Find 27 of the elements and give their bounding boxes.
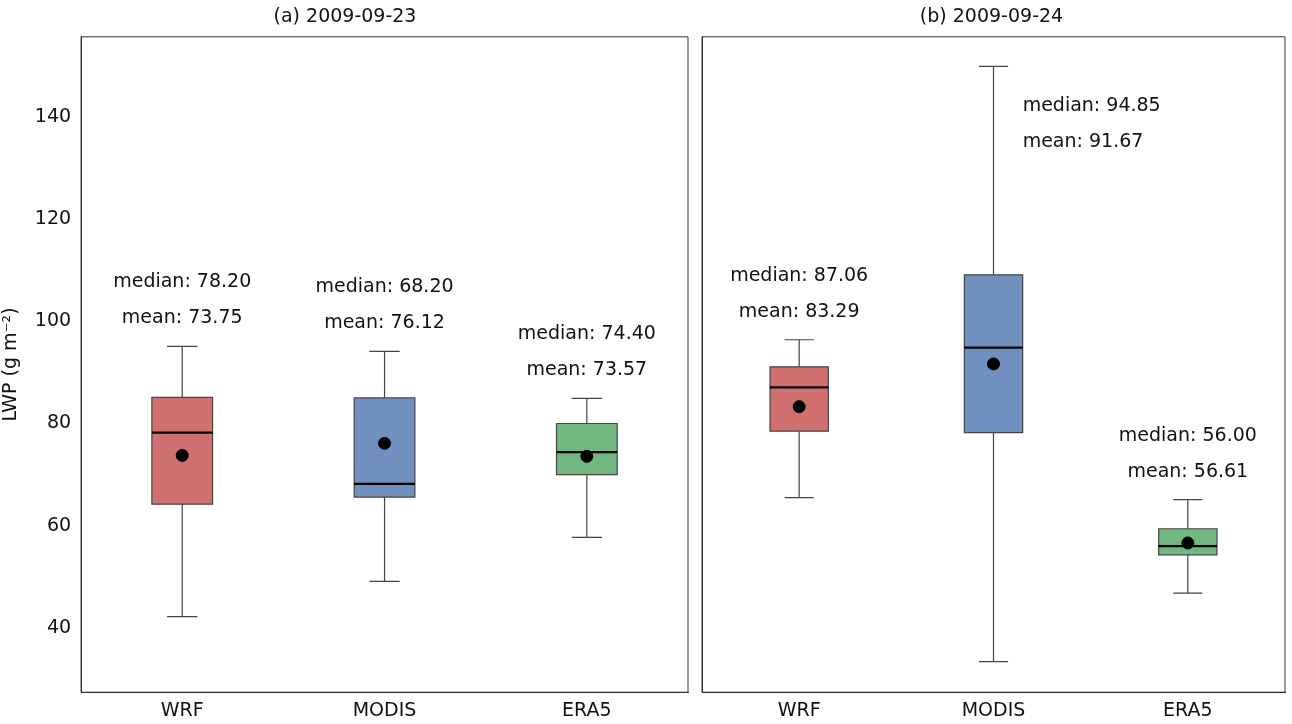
annotation: mean: 91.67 <box>1022 129 1144 152</box>
annotation: mean: 56.61 <box>1127 458 1249 481</box>
x-tick-label: ERA5 <box>562 697 612 720</box>
x-tick-label: WRF <box>777 697 821 720</box>
y-tick-label: 40 <box>46 614 72 637</box>
y-tick-label: 60 <box>46 512 72 535</box>
x-tick-label: WRF <box>160 697 204 720</box>
annotation: median: 87.06 <box>730 262 869 285</box>
y-tick-label: 120 <box>34 206 72 229</box>
x-tick-label: ERA5 <box>1163 697 1213 720</box>
y-axis-title: LWP (g m⁻²) <box>0 307 21 422</box>
chart-title: (a) 2009-09-23 <box>273 4 417 27</box>
x-tick-label: MODIS <box>961 697 1026 720</box>
chart-title: (b) 2009-09-24 <box>919 4 1064 27</box>
annotation: median: 68.20 <box>315 274 454 297</box>
annotation: median: 74.40 <box>517 321 656 344</box>
annotation: mean: 83.29 <box>738 298 860 321</box>
annotation: median: 78.20 <box>113 269 252 292</box>
y-tick-label: 140 <box>34 103 72 126</box>
annotation: mean: 73.57 <box>526 357 648 380</box>
annotation: mean: 76.12 <box>324 310 445 333</box>
annotation: median: 56.00 <box>1118 422 1257 445</box>
annotation: mean: 73.75 <box>121 305 243 328</box>
y-tick-label: 80 <box>46 410 72 433</box>
annotation: median: 94.85 <box>1022 93 1161 116</box>
y-tick-label: 100 <box>34 308 72 331</box>
x-tick-label: MODIS <box>352 697 417 720</box>
